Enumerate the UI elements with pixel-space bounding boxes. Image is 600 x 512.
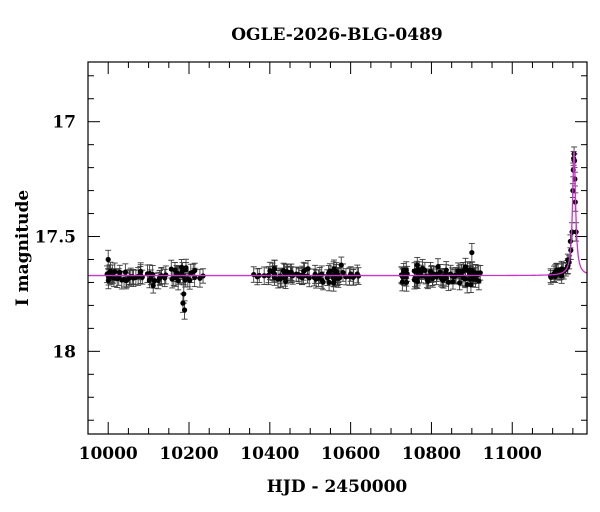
x-tick-label: 11000 <box>483 444 542 464</box>
chart-title: OGLE-2026-BLG-0489 <box>231 25 443 45</box>
data-point <box>399 279 405 285</box>
data-point <box>558 266 565 272</box>
data-point <box>138 269 144 275</box>
data-point <box>340 270 346 276</box>
data-point <box>467 276 473 282</box>
y-tick-label: 17 <box>52 113 76 133</box>
data-point <box>437 269 443 275</box>
y-tick-label: 17.5 <box>35 228 76 248</box>
data-point <box>419 265 426 272</box>
x-tick-label: 10200 <box>159 444 218 464</box>
y-tick-label: 18 <box>52 342 76 362</box>
data-point <box>122 269 128 275</box>
data-point <box>414 278 421 285</box>
data-point <box>338 262 344 268</box>
data-point <box>320 279 326 285</box>
data-point <box>450 279 456 285</box>
data-point <box>324 275 330 281</box>
data-point <box>435 264 441 270</box>
data-point <box>150 282 156 289</box>
data-point <box>180 300 186 306</box>
data-point <box>146 277 153 283</box>
data-point <box>455 268 461 274</box>
data-point <box>326 279 332 285</box>
data-point <box>325 270 332 276</box>
data-point <box>190 269 196 275</box>
data-point <box>445 279 452 285</box>
x-tick-label: 10800 <box>402 444 461 464</box>
data-point <box>105 256 111 263</box>
data-point <box>182 277 188 283</box>
axis-ticks <box>87 62 587 434</box>
data-point <box>181 307 188 313</box>
data-point <box>469 249 475 256</box>
data-point <box>456 272 462 278</box>
data-point <box>183 265 189 271</box>
data-point <box>559 273 565 279</box>
data-point <box>440 277 447 283</box>
data-points <box>104 151 579 313</box>
tick-labels: 10000 10200 10400 10600 10800 11000 17 17.5 18 <box>35 113 542 464</box>
data-point <box>464 281 470 288</box>
data-point <box>151 278 157 284</box>
plot-frame <box>87 61 588 435</box>
data-point <box>401 267 407 274</box>
x-tick-label: 10000 <box>79 444 138 464</box>
data-point <box>179 268 186 274</box>
x-tick-label: 10400 <box>240 444 299 464</box>
data-point <box>285 269 291 275</box>
data-point <box>117 269 123 275</box>
data-point <box>443 267 449 273</box>
data-point <box>173 270 180 277</box>
data-point <box>403 279 410 286</box>
data-point <box>299 275 305 281</box>
data-point <box>465 267 471 273</box>
data-point <box>475 270 481 277</box>
data-point <box>468 282 474 288</box>
data-point <box>456 280 463 286</box>
data-point <box>112 269 118 275</box>
data-point <box>313 276 319 282</box>
x-axis-label: HJD - 2450000 <box>267 477 408 497</box>
data-point <box>306 275 312 281</box>
data-point <box>175 278 181 284</box>
data-point <box>331 266 337 272</box>
data-point <box>414 267 420 273</box>
data-point <box>460 268 466 274</box>
data-point <box>414 262 420 268</box>
data-point <box>181 291 187 297</box>
y-axis-label: I magnitude <box>13 190 33 307</box>
data-point <box>187 277 193 283</box>
data-point <box>282 278 289 285</box>
data-point <box>552 269 558 275</box>
data-point <box>301 268 307 274</box>
data-point <box>128 273 134 280</box>
error-bars <box>104 146 580 320</box>
data-point <box>451 274 457 280</box>
data-point <box>121 276 127 282</box>
data-point <box>476 278 482 284</box>
data-point <box>425 278 431 284</box>
model-curve <box>88 149 588 277</box>
data-point <box>157 275 163 281</box>
data-point <box>462 276 468 282</box>
x-tick-label: 10600 <box>321 444 380 464</box>
